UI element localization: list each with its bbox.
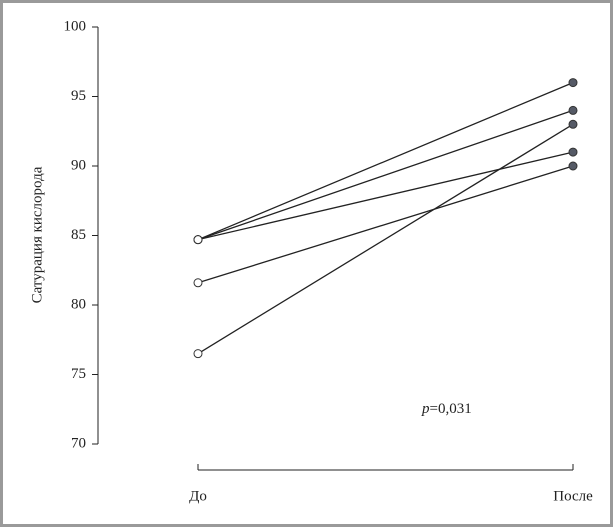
y-axis-label: Сатурация кислорода: [29, 166, 45, 303]
y-tick-label: 90: [71, 157, 86, 173]
subject-line: [197, 165, 574, 284]
y-tick-label: 100: [64, 18, 87, 34]
point: [568, 78, 578, 88]
annotation-value: =0,031: [430, 401, 472, 417]
y-tick-label: 80: [71, 296, 86, 312]
subject-line: [197, 151, 574, 241]
point: [568, 119, 578, 129]
point: [568, 105, 578, 115]
x-tick-label: После: [553, 488, 593, 504]
x-tick-label: До: [189, 488, 207, 504]
annotation-p: p: [421, 401, 430, 417]
point: [193, 278, 203, 288]
point: [193, 235, 203, 245]
y-tick-label: 70: [71, 435, 86, 451]
annotation: p=0,031: [421, 401, 472, 417]
point: [568, 161, 578, 171]
subject-line: [197, 109, 574, 241]
y-tick-label: 75: [71, 366, 86, 382]
subject-line: [197, 123, 574, 355]
y-tick-label: 95: [71, 88, 86, 104]
y-tick-label: 85: [71, 227, 86, 243]
subject-line: [197, 82, 574, 241]
point: [568, 147, 578, 157]
point: [193, 349, 203, 359]
